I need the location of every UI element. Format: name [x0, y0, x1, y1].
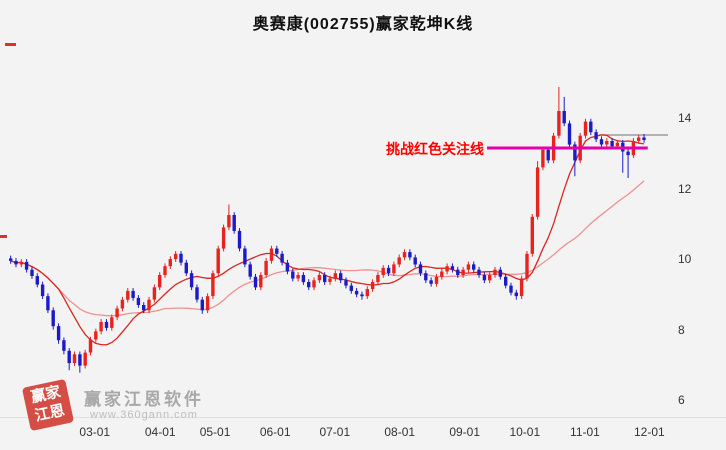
y-tick-label: 14	[678, 111, 692, 126]
left-edge-mark-mid	[0, 235, 7, 238]
x-axis-line	[0, 417, 726, 418]
y-tick-label: 6	[678, 393, 685, 408]
watermark-brand: 赢家江恩软件	[84, 390, 204, 409]
y-tick-label: 10	[678, 252, 692, 267]
x-tick-label: 12-01	[634, 425, 665, 439]
x-tick-label: 06-01	[259, 425, 291, 439]
left-edge-mark-top	[5, 43, 16, 46]
x-tick-label: 05-01	[199, 425, 231, 439]
chart-title: 奥赛康(002755)赢家乾坤K线	[252, 16, 474, 33]
y-tick-label: 8	[678, 322, 685, 337]
x-tick-label: 10-01	[509, 425, 541, 439]
watermark-url: www.360gann.com	[90, 409, 198, 421]
challenge-line-label: 挑战红色关注线	[386, 141, 485, 158]
brand-seal: 赢家江恩	[21, 378, 75, 432]
x-tick-label: 07-01	[319, 425, 351, 439]
x-tick-label: 09-01	[449, 425, 481, 439]
x-tick-label: 04-01	[144, 425, 176, 439]
x-tick-label: 08-01	[384, 425, 416, 439]
y-tick-label: 12	[678, 181, 692, 196]
candles	[9, 87, 646, 373]
ma-slow-line	[10, 180, 645, 317]
x-tick-label: 03-01	[79, 425, 111, 439]
x-tick-label: 11-01	[570, 425, 600, 439]
ma-fast-line	[10, 134, 645, 346]
